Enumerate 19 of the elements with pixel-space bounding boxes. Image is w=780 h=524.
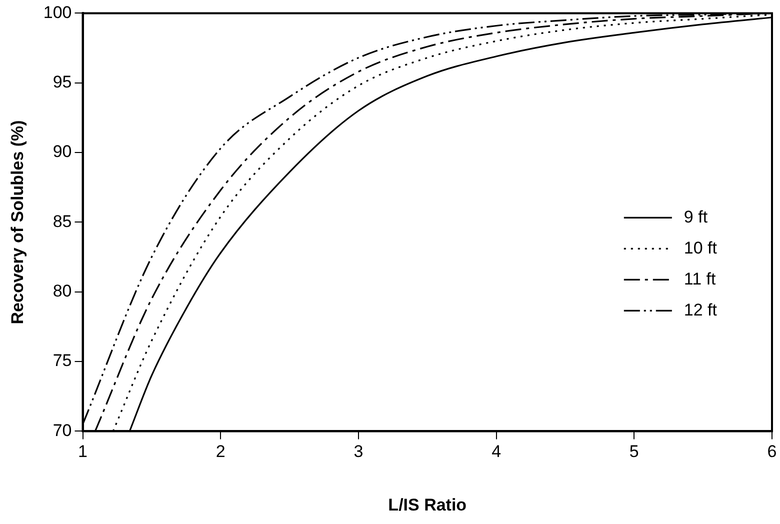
y-tick-label: 85: [52, 212, 72, 231]
x-tick-label: 3: [354, 442, 364, 462]
y-tick-label: 70: [52, 420, 72, 440]
x-tick-label: 1: [78, 442, 88, 462]
x-tick-label: 2: [216, 442, 226, 462]
legend-label: 10 ft: [684, 238, 718, 258]
x-tick-label: 6: [767, 442, 777, 462]
y-tick-label: 75: [52, 351, 72, 370]
x-axis-title: L/IS Ratio: [388, 495, 467, 514]
y-axis-title: Recovery of Solubles (%): [8, 120, 27, 324]
y-tick-label: 80: [52, 282, 72, 301]
x-tick-label: 4: [492, 442, 502, 462]
y-tick-label: 100: [43, 2, 72, 22]
legend-label: 11 ft: [684, 269, 716, 288]
y-tick-label: 95: [52, 72, 72, 92]
y-tick-label: 90: [52, 142, 72, 162]
x-tick-label: 5: [629, 442, 639, 462]
legend-label: 9 ft: [684, 207, 708, 226]
legend-label: 12 ft: [684, 300, 718, 320]
